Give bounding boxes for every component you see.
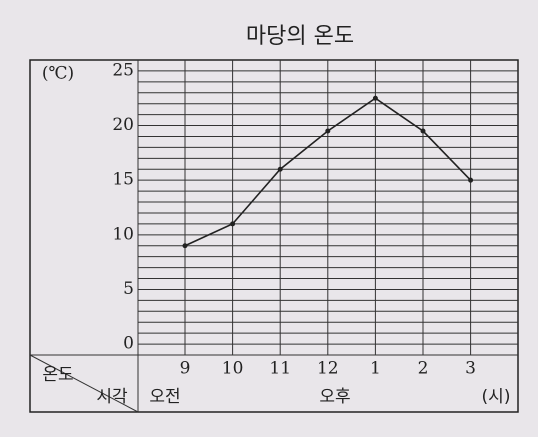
x-tick-label: 3 — [465, 359, 476, 379]
chart-title: 마당의 온도 — [246, 24, 354, 49]
y-tick-label: 0 — [123, 334, 134, 354]
x-unit: (시) — [482, 387, 511, 407]
corner-bottom-label: 시각 — [96, 387, 128, 407]
x-tick-label: 10 — [222, 359, 244, 379]
y-tick-label: 10 — [112, 224, 134, 244]
x-tick-label: 1 — [370, 359, 381, 379]
x-tick-label: 9 — [180, 359, 191, 379]
y-unit: (℃) — [42, 64, 74, 84]
corner-top-label: 온도 — [42, 365, 73, 385]
point — [277, 166, 283, 172]
point — [372, 95, 378, 101]
corner-diagonal — [29, 354, 139, 413]
am-label: 오전 — [149, 387, 180, 407]
y-tick-label: 20 — [112, 115, 134, 135]
x-tick-label: 2 — [418, 359, 429, 379]
y-tick-label: 15 — [112, 170, 134, 190]
point — [420, 128, 426, 134]
point — [230, 221, 236, 227]
y-tick-label: 5 — [123, 279, 134, 299]
point — [325, 128, 331, 134]
x-tick-label: 12 — [317, 359, 339, 379]
point — [182, 243, 188, 249]
point — [468, 177, 474, 183]
frame — [29, 59, 519, 413]
y-tick-label: 25 — [112, 60, 134, 80]
pm-label: 오후 — [319, 387, 350, 407]
x-tick-label: 11 — [269, 359, 291, 379]
